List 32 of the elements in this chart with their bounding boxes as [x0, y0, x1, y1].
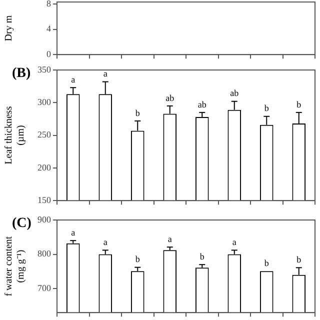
y-axis-title: Leaf thickness (µm) — [4, 106, 27, 164]
annotation: b — [264, 258, 270, 268]
annotation: b — [135, 108, 140, 118]
y-tick-label: 700 — [38, 282, 52, 293]
y-tick-label: 8 — [46, 0, 52, 8]
annotation: a — [168, 234, 172, 244]
y-tick-label: 150 — [38, 194, 52, 205]
annotation: ab — [198, 99, 207, 110]
y-tick-label: 200 — [38, 162, 52, 172]
y-tick-label: 0 — [46, 48, 52, 59]
chart-title: (C) — [12, 216, 32, 232]
annotation: ab — [230, 88, 240, 98]
y-tick-label: 300 — [38, 97, 52, 108]
y-tick-label: 900 — [38, 214, 52, 224]
annotation: a — [103, 237, 108, 248]
y-tick-label: 350 — [38, 64, 52, 74]
annotation: a — [71, 227, 76, 238]
annotation: b — [264, 103, 270, 114]
annotation: ab — [166, 92, 175, 103]
y-tick-label: 4 — [46, 24, 52, 34]
y-tick-label: 250 — [38, 130, 52, 140]
annotation: a — [71, 74, 76, 84]
annotation: b — [135, 254, 140, 264]
annotation: a — [232, 237, 236, 248]
y-tick-label: 800 — [38, 248, 52, 259]
annotation: b — [200, 251, 205, 262]
annotation: b — [296, 99, 302, 110]
chart-title: (B) — [12, 66, 31, 82]
annotation: a — [103, 68, 108, 79]
annotation: b — [296, 254, 302, 265]
y-axis-title: Dry m — [4, 15, 15, 42]
y-axis-title: f water content (mg g⁻¹) — [4, 236, 27, 296]
